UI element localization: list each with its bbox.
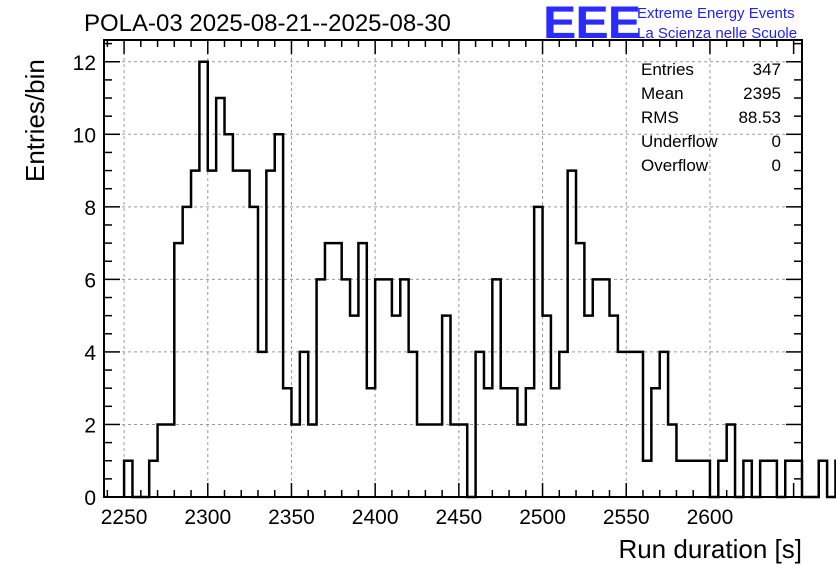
axes: 2250 2300 2350 2400 2450 2500 2550 2600 0 2 4 6 8 10 1… — [73, 39, 803, 529]
stats-value: 347 — [752, 60, 781, 79]
eee-logo: EEE — [543, 0, 641, 48]
y-tick-label: 4 — [84, 342, 96, 365]
stats-value: 88.53 — [738, 108, 781, 127]
y-axis-label: Entries/bin — [20, 59, 50, 182]
x-tick-label: 2550 — [603, 506, 650, 529]
y-tick-label: 10 — [73, 124, 96, 147]
stats-label: Mean — [641, 84, 684, 103]
stats-label: Underflow — [641, 132, 718, 151]
x-tick-label: 2250 — [101, 506, 148, 529]
histogram-step-line — [122, 60, 836, 499]
x-tick-label: 2500 — [519, 506, 566, 529]
chart-title: POLA-03 2025-08-21--2025-08-30 — [84, 10, 451, 37]
logo-caption: Extreme Energy Events La Scienza nelle S… — [637, 4, 797, 44]
y-tick-label: 6 — [84, 269, 96, 292]
x-tick-label: 2400 — [352, 506, 399, 529]
stats-value: 0 — [771, 156, 781, 175]
stats-label: RMS — [641, 108, 679, 127]
y-tick-label: 8 — [84, 197, 96, 220]
stats-box: Entries 347 Mean 2395 RMS 88.53 Underflo… — [641, 58, 781, 178]
stats-label: Overflow — [641, 156, 709, 175]
stats-row-overflow: Overflow 0 — [641, 154, 781, 178]
plot-frame — [103, 39, 803, 498]
y-tick-label: 12 — [73, 52, 96, 75]
x-tick-label: 2600 — [687, 506, 734, 529]
stats-label: Entries — [641, 60, 694, 79]
x-tick-label: 2350 — [268, 506, 315, 529]
grid-lines — [104, 40, 802, 497]
x-tick-label: 2450 — [435, 506, 482, 529]
stats-row-entries: Entries 347 — [641, 58, 781, 82]
stats-value: 0 — [771, 132, 781, 151]
x-tick-label: 2300 — [184, 506, 231, 529]
stats-row-mean: Mean 2395 — [641, 82, 781, 106]
y-tick-label: 2 — [84, 414, 96, 437]
y-tick-label: 0 — [84, 487, 96, 510]
stats-row-underflow: Underflow 0 — [641, 130, 781, 154]
logo-line-1: Extreme Energy Events — [637, 5, 795, 22]
stats-value: 2395 — [743, 84, 781, 103]
stats-row-rms: RMS 88.53 — [641, 106, 781, 130]
logo-line-2: La Scienza nelle Scuole — [637, 25, 798, 42]
x-axis-label: Run duration [s] — [618, 534, 802, 564]
